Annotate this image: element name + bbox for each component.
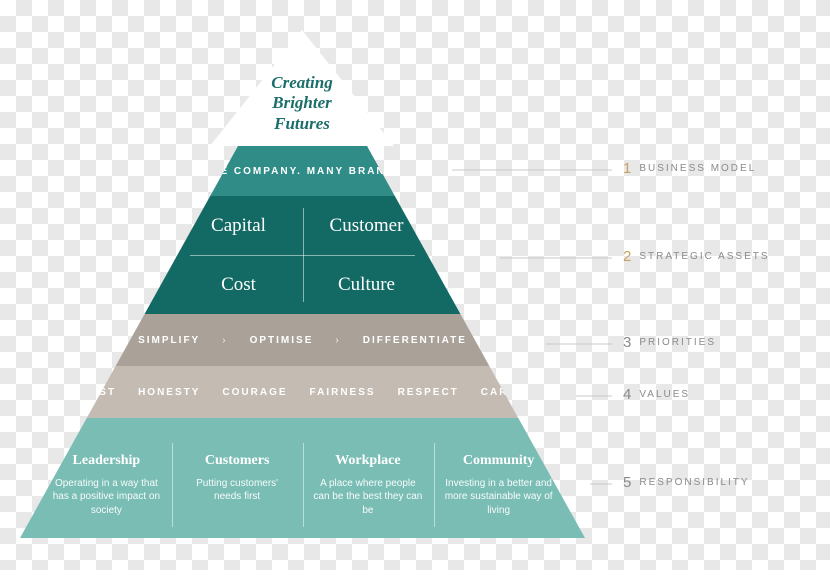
chevron-icon: ›: [222, 335, 227, 346]
label-text: STRATEGIC ASSETS: [639, 251, 769, 262]
responsibility-columns: Leadership Operating in a way that has a…: [43, 429, 563, 528]
value-item: CARING: [481, 387, 532, 398]
col-heading: Leadership: [51, 453, 163, 469]
col-text: Putting customers' needs first: [181, 477, 293, 504]
label-3: 3 PRIORITIES: [615, 334, 716, 351]
label-number: 3: [623, 334, 631, 351]
value-item: TRUST: [73, 387, 116, 398]
value-item: HONESTY: [138, 387, 200, 398]
responsibility-col: Community Investing in a better and more…: [434, 443, 563, 528]
label-4: 4 VALUES: [615, 386, 690, 403]
col-heading: Customers: [181, 453, 293, 469]
pyramid-infographic: 1 BUSINESS MODEL 2 STRATEGIC ASSETS 3 PR…: [0, 0, 830, 570]
priority-item: SIMPLIFY: [138, 335, 200, 346]
col-text: Operating in a way that has a positive i…: [51, 477, 163, 518]
label-number: 5: [623, 474, 631, 491]
responsibility-col: Leadership Operating in a way that has a…: [43, 443, 171, 528]
priority-item: OPTIMISE: [250, 335, 314, 346]
asset-cell: Cost: [221, 274, 256, 296]
asset-cell: Customer: [330, 215, 404, 237]
label-text: PRIORITIES: [639, 337, 716, 348]
responsibility-col: Customers Putting customers' needs first: [172, 443, 301, 528]
assets-grid: Capital Customer Cost Culture: [175, 196, 431, 314]
label-text: VALUES: [639, 389, 690, 400]
priority-item: DIFFERENTIATE: [363, 335, 467, 346]
asset-cell: Capital: [211, 215, 266, 237]
layer-text: ONE COMPANY. MANY BRANDS: [201, 166, 403, 177]
col-text: Investing in a better and more sustainab…: [443, 477, 555, 518]
apex-line: Brighter: [271, 93, 332, 113]
apex-triangle: Creating Brighter Futures: [210, 30, 394, 146]
layer-business-model: ONE COMPANY. MANY BRANDS: [20, 146, 585, 196]
label-text: BUSINESS MODEL: [639, 163, 756, 174]
col-heading: Community: [443, 453, 555, 469]
layer-priorities: SIMPLIFY › OPTIMISE › DIFFERENTIATE: [20, 314, 585, 366]
layer-strategic-assets: Capital Customer Cost Culture: [20, 196, 585, 314]
label-2: 2 STRATEGIC ASSETS: [615, 248, 770, 265]
responsibility-col: Workplace A place where people can be th…: [303, 443, 432, 528]
value-item: FAIRNESS: [310, 387, 376, 398]
label-5: 5 RESPONSIBILITY: [615, 474, 750, 491]
chevron-icon: ›: [335, 335, 340, 346]
label-number: 4: [623, 386, 631, 403]
label-text: RESPONSIBILITY: [639, 477, 749, 488]
apex-line: Futures: [271, 114, 332, 134]
pyramid-apex: Creating Brighter Futures: [210, 30, 394, 146]
apex-line: Creating: [271, 73, 332, 93]
col-heading: Workplace: [312, 453, 424, 469]
label-1: 1 BUSINESS MODEL: [615, 160, 756, 177]
label-number: 2: [623, 248, 631, 265]
value-item: COURAGE: [222, 387, 287, 398]
col-text: A place where people can be the best the…: [312, 477, 424, 518]
layer-values: TRUST HONESTY COURAGE FAIRNESS RESPECT C…: [20, 366, 585, 418]
apex-title: Creating Brighter Futures: [271, 73, 332, 134]
value-item: RESPECT: [398, 387, 459, 398]
layer-responsibility: Leadership Operating in a way that has a…: [20, 418, 585, 538]
asset-cell: Culture: [338, 274, 395, 296]
label-number: 1: [623, 160, 631, 177]
